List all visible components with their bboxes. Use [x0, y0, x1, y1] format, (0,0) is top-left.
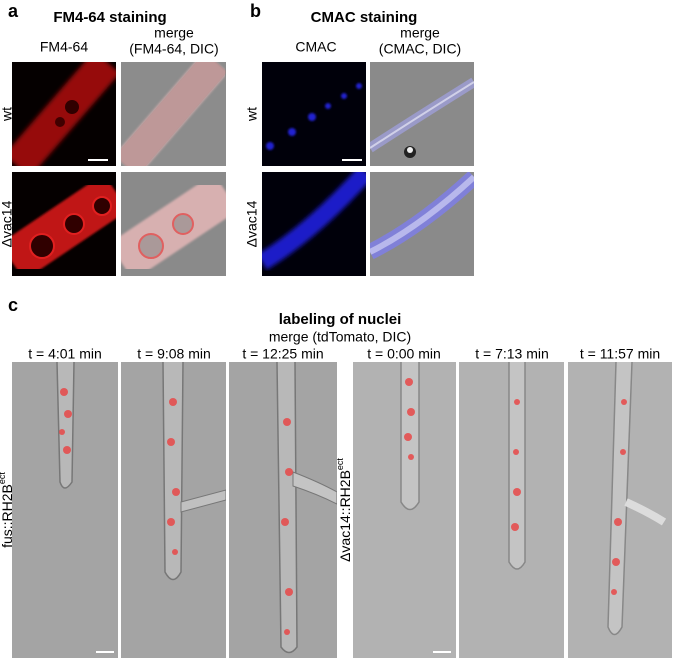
panel-label: c: [8, 295, 18, 315]
micrograph: [121, 362, 226, 658]
row-label: fus::RH2Bect: [0, 472, 15, 548]
time-label: t = 11:57 min: [580, 346, 660, 362]
micrograph: [121, 62, 226, 166]
column-header: (CMAC, DIC): [379, 41, 461, 57]
time-label: t = 12:25 min: [242, 346, 323, 362]
row-label: Δvac14::RH2Bect: [335, 458, 352, 562]
row-label-sup: ect: [335, 458, 345, 471]
row-label-text: fus::RH2B: [0, 484, 15, 548]
column-header: FM4-64: [40, 39, 88, 55]
column-header: merge: [400, 25, 440, 41]
micrograph: [12, 172, 116, 276]
panel-title: CMAC staining: [311, 9, 418, 26]
micrograph: [568, 362, 672, 658]
panel-title: labeling of nuclei: [279, 311, 402, 328]
micrograph: [370, 172, 474, 276]
micrograph: [459, 362, 564, 658]
time-label: t = 0:00 min: [367, 346, 441, 362]
row-label: wt: [244, 107, 260, 122]
panel-label: b: [250, 1, 261, 21]
row-label-sup: ect: [0, 472, 7, 485]
panel-label: a: [8, 1, 19, 21]
row-label: wt: [0, 107, 15, 122]
row-label-text: Δvac14::RH2B: [337, 470, 353, 562]
time-label: t = 9:08 min: [137, 346, 211, 362]
panel-subtitle: merge (tdTomato, DIC): [269, 329, 411, 345]
panel-title: FM4-64 staining: [53, 9, 166, 26]
column-header: CMAC: [295, 39, 336, 55]
micrograph: [12, 362, 118, 658]
time-label: t = 4:01 min: [28, 346, 102, 362]
micrograph: [229, 362, 337, 658]
micrograph: [370, 62, 474, 166]
micrograph: [262, 172, 366, 276]
row-label: Δvac14: [244, 200, 260, 247]
micrograph: [121, 172, 226, 276]
micrograph: [353, 362, 456, 658]
time-label: t = 7:13 min: [475, 346, 549, 362]
column-header: (FM4-64, DIC): [129, 41, 218, 57]
micrograph: [12, 62, 116, 166]
row-label: Δvac14: [0, 200, 15, 247]
micrograph: [262, 62, 366, 166]
column-header: merge: [154, 25, 194, 41]
